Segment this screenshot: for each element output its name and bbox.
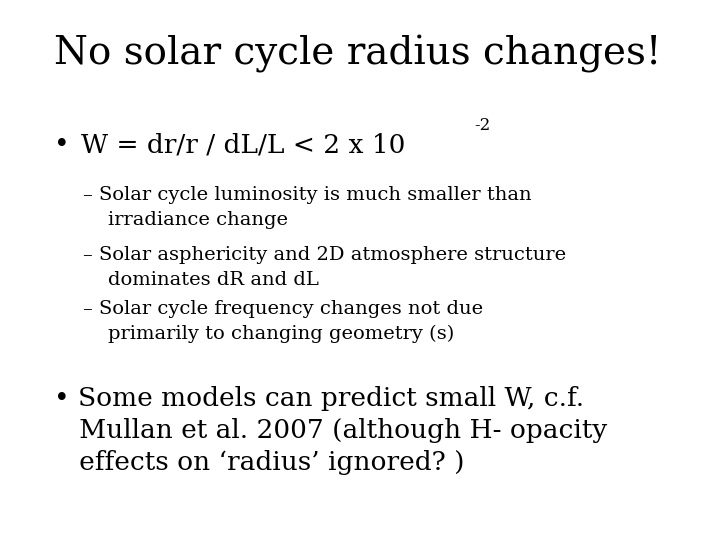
Text: No solar cycle radius changes!: No solar cycle radius changes! xyxy=(54,35,662,73)
Text: -2: -2 xyxy=(474,117,490,134)
Text: •: • xyxy=(54,132,70,157)
Text: W = dr/r / dL/L < 2 x 10: W = dr/r / dL/L < 2 x 10 xyxy=(81,132,406,157)
Text: – Solar asphericity and 2D atmosphere structure
    dominates dR and dL: – Solar asphericity and 2D atmosphere st… xyxy=(83,246,566,289)
Text: – Solar cycle frequency changes not due
    primarily to changing geometry (s): – Solar cycle frequency changes not due … xyxy=(83,300,483,343)
Text: • Some models can predict small W, c.f.
   Mullan et al. 2007 (although H- opaci: • Some models can predict small W, c.f. … xyxy=(54,386,607,475)
Text: – Solar cycle luminosity is much smaller than
    irradiance change: – Solar cycle luminosity is much smaller… xyxy=(83,186,531,230)
